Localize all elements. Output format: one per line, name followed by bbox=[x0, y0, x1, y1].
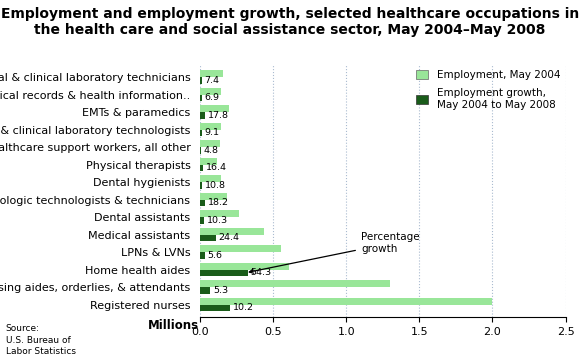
Bar bbox=[200, 77, 202, 84]
Text: 54.3: 54.3 bbox=[251, 268, 272, 277]
Text: 10.2: 10.2 bbox=[233, 303, 253, 312]
Bar bbox=[200, 105, 229, 112]
Bar bbox=[200, 130, 202, 136]
Text: 18.2: 18.2 bbox=[208, 198, 229, 207]
Bar bbox=[200, 298, 492, 305]
Bar bbox=[200, 287, 210, 294]
Text: Employment and employment growth, selected healthcare occupations in
the health : Employment and employment growth, select… bbox=[1, 7, 579, 37]
Text: Millions: Millions bbox=[148, 319, 200, 332]
Bar bbox=[200, 123, 222, 130]
Bar bbox=[200, 182, 202, 189]
Bar bbox=[200, 147, 201, 154]
Text: Percentage
growth: Percentage growth bbox=[249, 233, 419, 273]
Text: Source:
U.S. Bureau of
Labor Statistics: Source: U.S. Bureau of Labor Statistics bbox=[6, 324, 76, 356]
Bar bbox=[200, 193, 227, 199]
Bar bbox=[200, 246, 281, 252]
Text: 4.8: 4.8 bbox=[204, 146, 219, 155]
Bar bbox=[200, 88, 222, 95]
Bar bbox=[200, 305, 230, 311]
Bar bbox=[200, 235, 216, 241]
Bar bbox=[200, 263, 288, 270]
Text: 10.3: 10.3 bbox=[206, 216, 228, 225]
Bar bbox=[200, 199, 205, 206]
Bar bbox=[200, 280, 390, 287]
Bar bbox=[200, 175, 222, 182]
Text: 5.6: 5.6 bbox=[207, 251, 222, 260]
Bar bbox=[200, 228, 264, 235]
Text: 5.3: 5.3 bbox=[213, 286, 228, 295]
Text: 10.8: 10.8 bbox=[205, 181, 226, 190]
Text: 24.4: 24.4 bbox=[218, 233, 239, 242]
Bar bbox=[200, 165, 203, 171]
Text: 17.8: 17.8 bbox=[208, 111, 229, 120]
Text: 16.4: 16.4 bbox=[205, 163, 226, 172]
Bar bbox=[200, 140, 220, 147]
Bar bbox=[200, 71, 223, 77]
Bar bbox=[200, 210, 239, 217]
Bar bbox=[200, 252, 205, 259]
Bar bbox=[200, 112, 205, 119]
Bar bbox=[200, 158, 217, 165]
Bar bbox=[200, 95, 202, 101]
Text: 7.4: 7.4 bbox=[204, 76, 219, 85]
Legend: Employment, May 2004, Employment growth,
May 2004 to May 2008: Employment, May 2004, Employment growth,… bbox=[416, 70, 560, 110]
Bar bbox=[200, 270, 248, 276]
Text: 9.1: 9.1 bbox=[205, 129, 220, 138]
Text: 6.9: 6.9 bbox=[204, 93, 219, 102]
Bar bbox=[200, 217, 204, 224]
